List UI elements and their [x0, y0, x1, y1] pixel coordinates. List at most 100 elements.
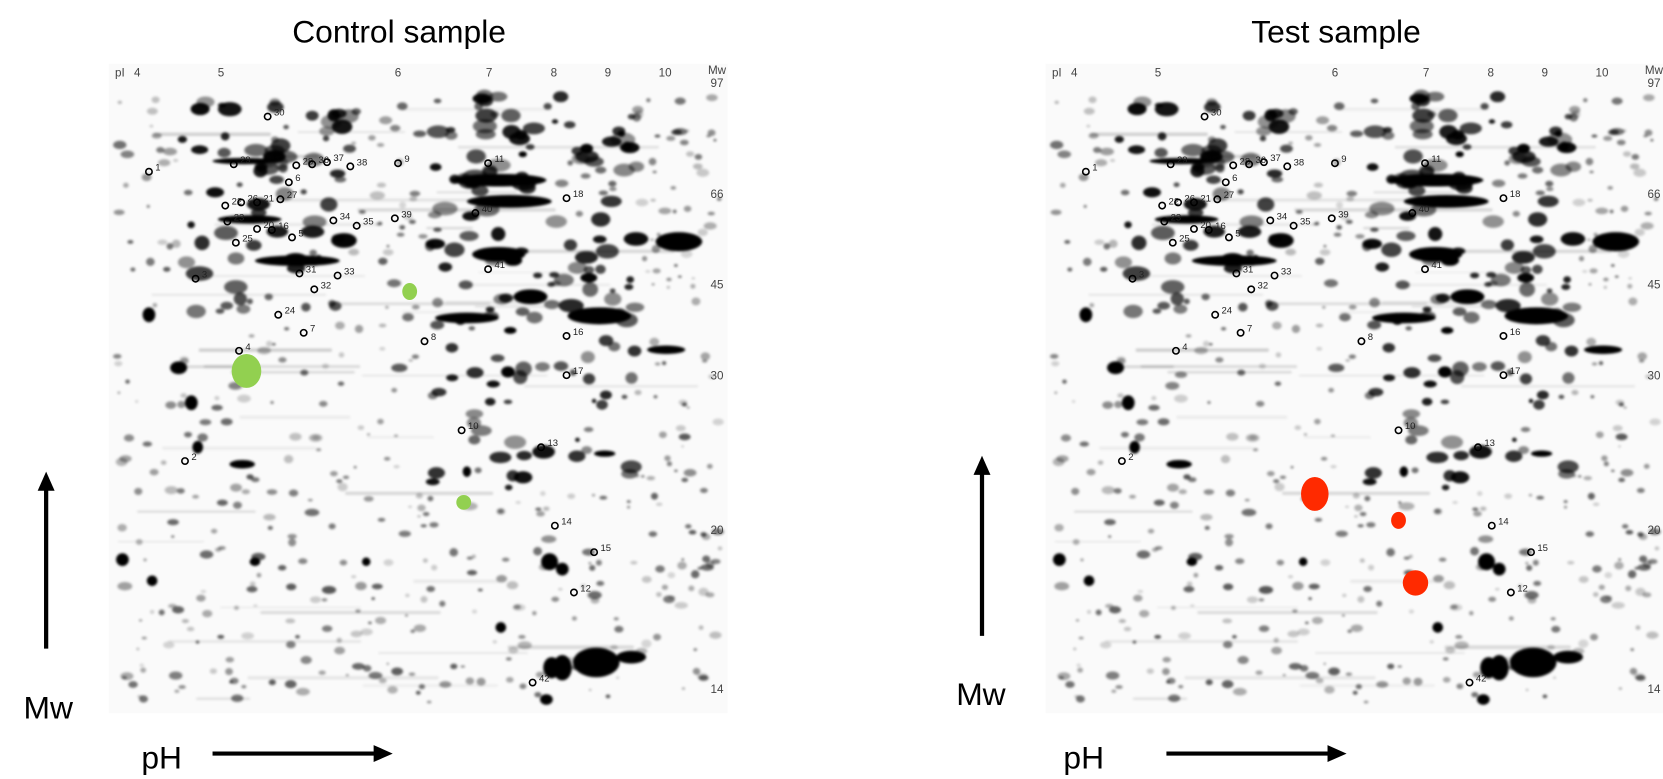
gel-spot: [1105, 671, 1120, 680]
gel-spot: [485, 306, 495, 313]
gel-spot: [655, 232, 703, 252]
gel-spot: [444, 242, 465, 258]
gel-spot: [1532, 559, 1539, 566]
gel-spot: [1214, 565, 1224, 571]
gel-spot: [244, 143, 268, 157]
spot-label: 15: [600, 543, 611, 554]
gel-spot: [246, 474, 254, 480]
gel-streak: [362, 684, 498, 687]
gel-spot: [1472, 362, 1487, 372]
gel-spot: [1397, 665, 1402, 668]
gel-spot: [114, 360, 123, 367]
gel-spot: [648, 157, 657, 166]
spot-marker: [1229, 161, 1238, 170]
gel-spot: [1182, 239, 1199, 251]
gel-spot: [1157, 301, 1170, 310]
gel-spot: [588, 688, 592, 692]
gel-spot: [694, 153, 703, 160]
gel-spot: [1255, 670, 1263, 675]
spot-marker: [1289, 221, 1298, 230]
pi-label: 4: [1071, 66, 1078, 79]
gel-spot: [1308, 583, 1320, 590]
gel-spot: [1186, 557, 1198, 566]
gel-spot: [353, 466, 357, 469]
gel-spot: [674, 469, 678, 472]
gel-spot: [1335, 530, 1348, 537]
gel-spot: [580, 351, 595, 364]
gel-spot: [1297, 628, 1310, 636]
spot-marker: [1117, 457, 1126, 466]
spot-marker: [310, 285, 319, 294]
pi-header: pI: [1052, 66, 1062, 79]
gel-spot: [410, 629, 416, 634]
gel-spot: [368, 135, 376, 141]
spot-label: 16: [573, 327, 584, 338]
gel-spot: [411, 304, 420, 310]
gel-spot: [267, 525, 273, 530]
spot-label: 7: [310, 324, 315, 335]
gel-spot: [117, 391, 121, 395]
gel-spot: [289, 432, 302, 441]
gel-spot: [1505, 450, 1523, 462]
gel-spot: [1258, 586, 1274, 594]
gel-spot: [699, 487, 708, 494]
gel-spot: [613, 617, 619, 621]
gel-spot: [1271, 646, 1283, 655]
gel-spot: [1169, 501, 1179, 509]
spot-marker: [276, 195, 285, 204]
gel-spot: [390, 124, 401, 132]
gel-spot: [1290, 466, 1294, 469]
gel-spot: [472, 119, 497, 134]
gel-spot: [233, 501, 242, 509]
spot-label: 34: [1277, 211, 1288, 222]
gel-spot: [670, 185, 677, 190]
gel-spot: [383, 559, 394, 566]
gel-streak: [214, 223, 382, 226]
gel-spot: [1204, 525, 1210, 530]
spot-marker: [1270, 271, 1279, 280]
gel-spot: [1054, 581, 1070, 591]
mw-label: 66: [711, 188, 724, 201]
gel-spot: [1532, 264, 1543, 274]
gel-spot: [1059, 182, 1066, 188]
gel-spot: [163, 266, 171, 272]
gel-spot: [1160, 280, 1185, 294]
gel-spot: [540, 491, 546, 496]
gel-spot: [1123, 626, 1132, 632]
gel-streak: [153, 132, 271, 136]
gel-spot: [229, 459, 255, 469]
gel-spot: [666, 277, 672, 282]
gel-spot: [1067, 267, 1073, 272]
gel-spot: [624, 284, 634, 290]
gel-spot: [1402, 677, 1412, 685]
gel-spot: [300, 225, 325, 238]
gel-spot: [1316, 346, 1323, 351]
gel-spot: [1200, 513, 1213, 521]
gel-spot: [1563, 505, 1568, 509]
gel-spot: [708, 374, 715, 379]
gel-spot: [1490, 361, 1506, 371]
spot-marker: [231, 238, 240, 247]
gel-spot: [1364, 495, 1371, 502]
gel-spot: [592, 235, 607, 244]
gel-spot: [568, 450, 586, 462]
gel-spot: [647, 345, 686, 354]
spot-label: 13: [1484, 438, 1495, 449]
gel-spot: [1517, 583, 1524, 590]
gel-streak: [467, 283, 611, 287]
gel-spot: [134, 487, 143, 495]
gel-streak: [1176, 415, 1288, 419]
gel-spot: [1546, 186, 1554, 192]
gel-spot: [672, 209, 677, 214]
gel-spot: [1075, 619, 1080, 622]
gel-spot: [422, 558, 428, 563]
spot-label: 8: [1368, 332, 1373, 343]
gel-spot: [1504, 493, 1513, 499]
gel-spot: [1129, 440, 1140, 454]
gel-spot: [1224, 533, 1234, 539]
gel-streak: [436, 191, 517, 194]
gel-spot: [146, 257, 155, 267]
gel-spot: [1076, 663, 1081, 667]
gel-spot: [681, 402, 688, 407]
gel-spot: [1245, 434, 1260, 442]
